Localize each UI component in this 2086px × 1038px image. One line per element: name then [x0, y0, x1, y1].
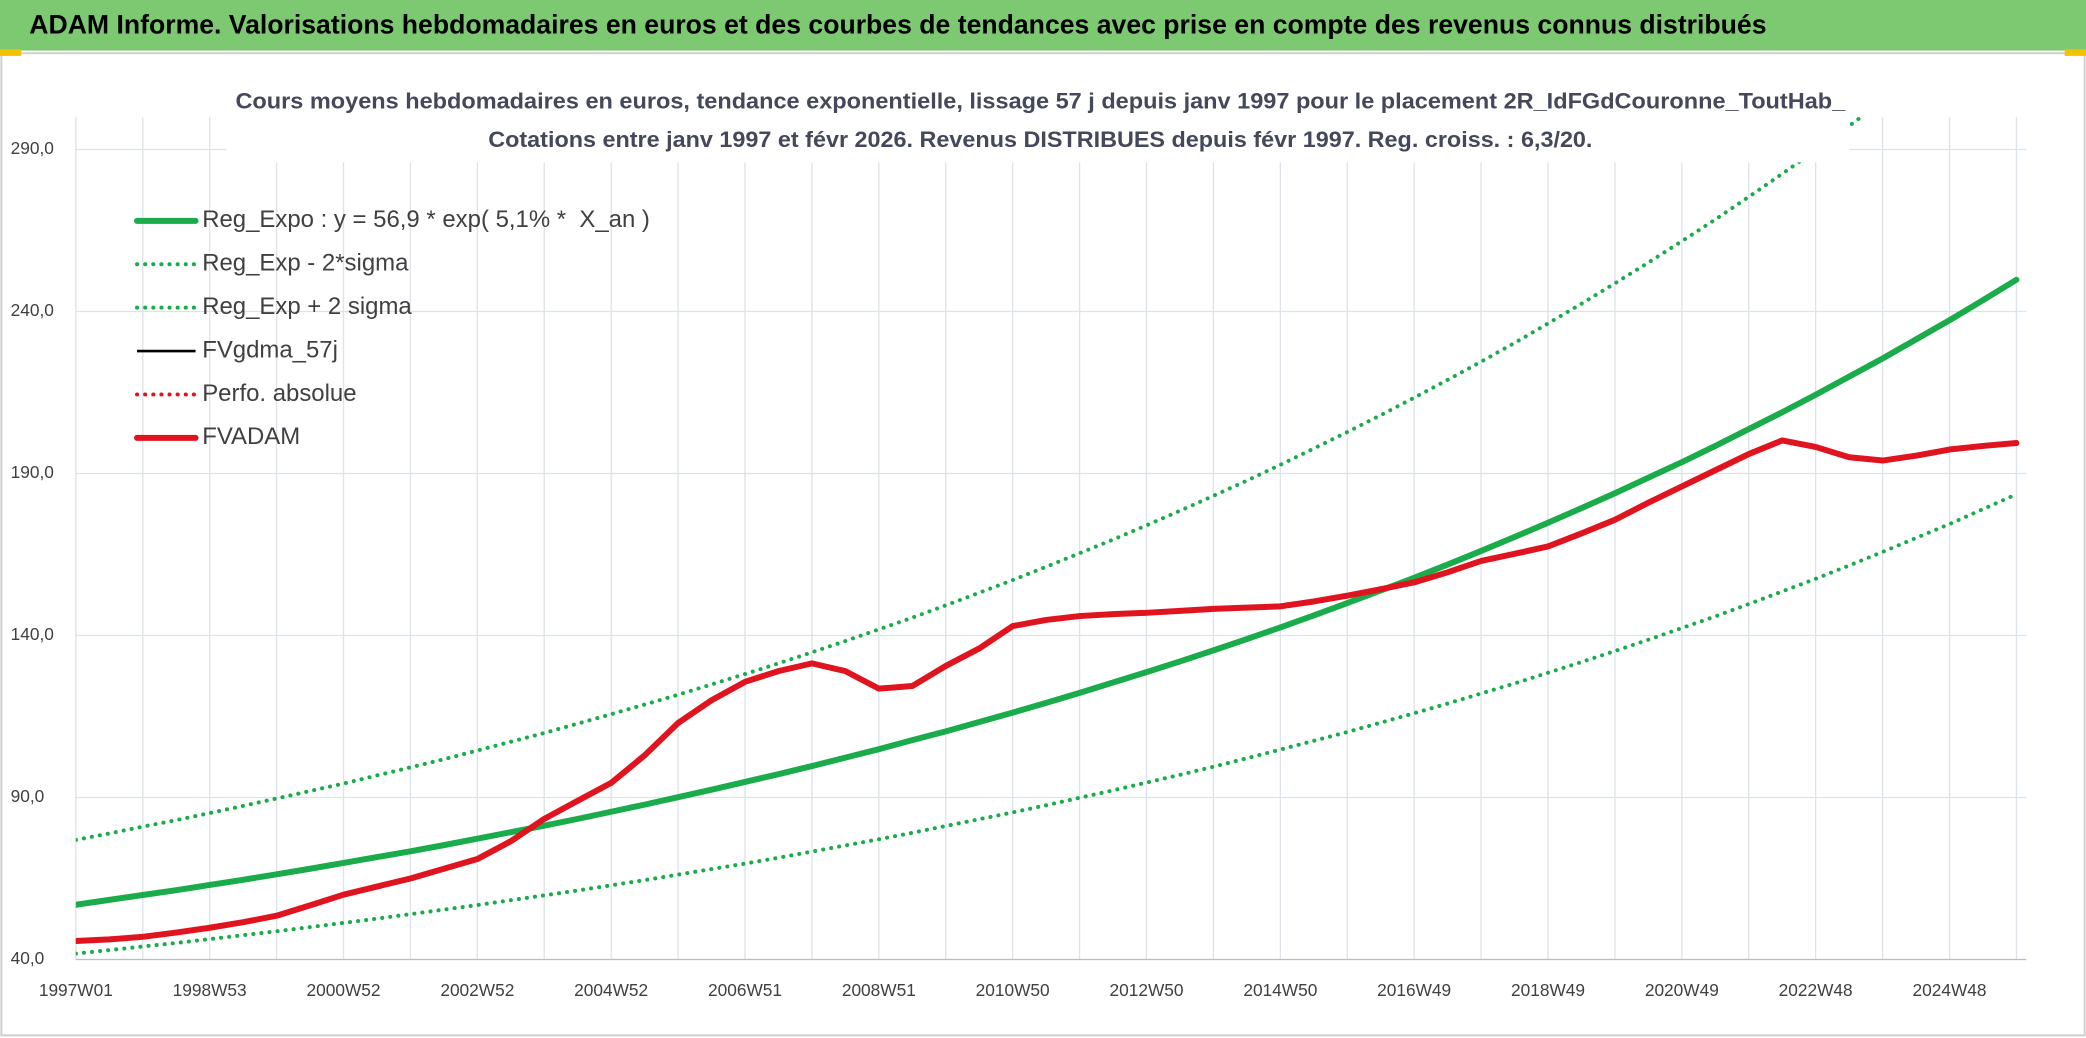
- y-tick-label: 140,0: [11, 624, 54, 644]
- legend: Reg_Expo : y = 56,9 * exp( 5,1% * X_an )…: [134, 206, 650, 450]
- series-line: [75, 276, 2020, 908]
- x-tick-label: 2008W51: [842, 980, 916, 1000]
- y-tick-label: 190,0: [11, 462, 54, 482]
- legend-label: FVADAM: [202, 423, 300, 450]
- chart-frame: [0, 52, 2086, 1037]
- banner: [0, 0, 2086, 51]
- legend-label: Reg_Expo : y = 56,9 * exp( 5,1% * X_an ): [202, 206, 650, 233]
- x-tick-label: 1997W01: [39, 980, 113, 1000]
- plot-lines: [75, 117, 2020, 956]
- y-tick-label: 290,0: [11, 138, 54, 158]
- y-tick-label: 240,0: [11, 300, 54, 320]
- x-tick-label: 2022W48: [1779, 980, 1853, 1000]
- x-tick-label: 2000W52: [307, 980, 381, 1000]
- x-tick-label: 2002W52: [440, 980, 514, 1000]
- y-tick-label: 90,0: [11, 786, 45, 806]
- x-tick-label: 2014W50: [1243, 980, 1317, 1000]
- x-tick-label: 2024W48: [1913, 980, 1987, 1000]
- legend-label: Reg_Exp - 2*sigma: [202, 250, 409, 277]
- banner-title: ADAM Informe. Valorisations hebdomadaire…: [29, 10, 1766, 40]
- x-tick-label: 2020W49: [1645, 980, 1719, 1000]
- x-tick-label: 2018W49: [1511, 980, 1585, 1000]
- chart-subtitle: Cotations entre janv 1997 et févr 2026. …: [488, 127, 1592, 152]
- subtitle-box: [226, 79, 1850, 163]
- series-line: [75, 437, 2020, 945]
- chart-subtitle: Cours moyens hebdomadaires en euros, ten…: [235, 88, 1845, 113]
- corner-mark: [0, 49, 22, 56]
- legend-label: FVgdma_57j: [202, 336, 338, 363]
- series-line: [75, 117, 1865, 842]
- y-tick-label: 40,0: [11, 948, 45, 968]
- series-line: [75, 492, 2019, 956]
- corner-mark: [2064, 49, 2086, 56]
- x-tick-label: 2006W51: [708, 980, 782, 1000]
- x-tick-label: 2016W49: [1377, 980, 1451, 1000]
- x-tick-label: 2004W52: [574, 980, 648, 1000]
- x-tick-label: 2010W50: [976, 980, 1050, 1000]
- x-tick-label: 2012W50: [1110, 980, 1184, 1000]
- legend-label: Reg_Exp + 2 sigma: [202, 293, 412, 320]
- x-tick-label: 1998W53: [173, 980, 247, 1000]
- legend-label: Perfo. absolue: [202, 380, 356, 407]
